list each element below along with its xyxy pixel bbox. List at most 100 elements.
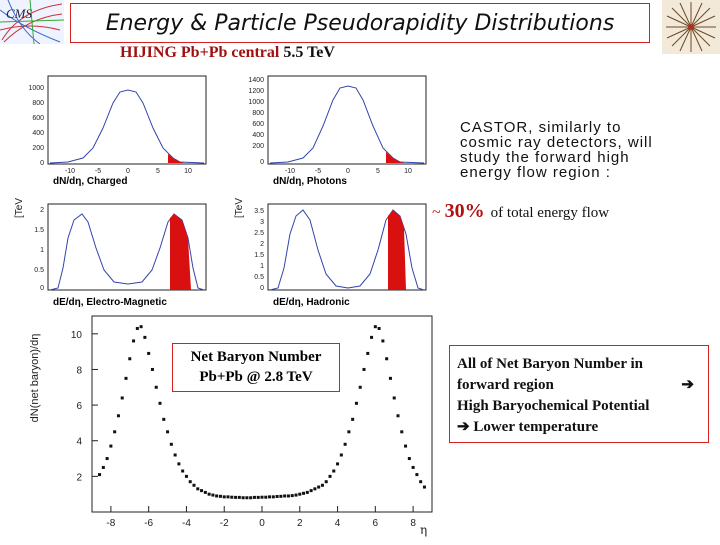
data-point xyxy=(211,493,215,497)
data-point xyxy=(358,385,362,389)
subtitle: HIJING Pb+Pb central 5.5 TeV xyxy=(120,44,335,62)
data-point xyxy=(362,367,366,371)
data-point xyxy=(298,492,302,496)
data-point xyxy=(354,401,358,405)
data-point xyxy=(222,495,226,499)
ytick: 1.5 xyxy=(254,252,264,259)
energy-fraction-prefix: ~ xyxy=(432,204,445,221)
data-point xyxy=(411,465,415,469)
ytick: 200 xyxy=(32,145,44,152)
data-point xyxy=(415,473,419,477)
data-point xyxy=(218,494,222,498)
data-point xyxy=(169,442,173,446)
y-tick-label: 6 xyxy=(76,401,82,412)
data-point xyxy=(294,493,298,497)
data-point xyxy=(215,494,219,498)
data-point xyxy=(230,495,234,499)
energy-label: 5.5 TeV xyxy=(283,44,335,61)
data-point xyxy=(245,496,249,500)
data-point xyxy=(320,483,324,487)
ytick: 1400 xyxy=(248,77,264,84)
conclusion-row: forward region ➔ xyxy=(457,375,702,396)
ytick: 800 xyxy=(252,110,264,117)
data-point xyxy=(396,414,400,418)
plot-em-energy: [TeV] 2 1.5 1 0.5 0 dE/dη, Electro-Magne… xyxy=(8,195,218,310)
plot-charged: 1000 800 600 400 200 0 -10 -5 0 5 10 dN/… xyxy=(8,68,218,188)
data-point xyxy=(234,495,238,499)
data-point xyxy=(260,495,264,499)
xtick: 0 xyxy=(346,168,350,175)
x-tick-label: -8 xyxy=(106,518,115,529)
plot-photons: 1400 1200 1000 800 600 400 200 0 -10 -5 … xyxy=(228,68,438,188)
data-point xyxy=(226,495,230,499)
cms-logo: CMS xyxy=(0,0,65,45)
data-point xyxy=(388,376,392,380)
data-point xyxy=(422,485,426,489)
data-point xyxy=(419,480,423,484)
net-baryon-system: Pb+Pb @ 2.8 TeV xyxy=(199,369,313,385)
data-point xyxy=(343,442,347,446)
data-point xyxy=(302,491,306,495)
ytick: 400 xyxy=(252,132,264,139)
data-point xyxy=(305,490,309,494)
ytick: 0 xyxy=(40,285,44,292)
castor-note: CASTOR, similarly to cosmic ray detector… xyxy=(460,120,710,180)
ytick: 2.5 xyxy=(254,230,264,237)
ytick: 1.5 xyxy=(34,227,44,234)
xtick: 0 xyxy=(126,168,130,175)
ytick: 1 xyxy=(260,263,264,270)
ytick: 3.5 xyxy=(254,208,264,215)
data-point xyxy=(241,496,245,500)
y-tick-label: 10 xyxy=(71,330,83,341)
data-point xyxy=(286,494,290,498)
data-point xyxy=(373,325,377,329)
chart-xlabel: η xyxy=(420,523,427,537)
data-point xyxy=(252,495,256,499)
ylabel: [TeV] xyxy=(14,198,25,218)
castor-note-line: energy flow region : xyxy=(460,164,611,181)
data-point xyxy=(366,351,370,355)
data-point xyxy=(128,357,132,361)
data-point xyxy=(381,339,385,343)
data-point xyxy=(105,457,109,461)
ytick: 600 xyxy=(32,115,44,122)
x-tick-label: 4 xyxy=(335,518,341,529)
data-point xyxy=(203,490,207,494)
ytick: 1200 xyxy=(248,88,264,95)
data-point xyxy=(237,495,241,499)
ylabel: [TeV] xyxy=(234,198,245,218)
ytick: 0 xyxy=(40,160,44,167)
ytick: 0.5 xyxy=(254,274,264,281)
xtick: 10 xyxy=(184,168,192,175)
data-point xyxy=(279,494,283,498)
ytick: 200 xyxy=(252,143,264,150)
ytick: 1 xyxy=(40,247,44,254)
xtick: 10 xyxy=(404,168,412,175)
data-point xyxy=(347,430,351,434)
data-point xyxy=(116,414,120,418)
conclusion-line: forward region xyxy=(457,377,554,393)
net-baryon-title: Net Baryon Number xyxy=(190,349,322,365)
data-point xyxy=(290,494,294,498)
xtick: 5 xyxy=(376,168,380,175)
plot-label: dE/dη, Electro-Magnetic xyxy=(53,297,167,308)
data-point xyxy=(249,496,253,500)
ytick: 1000 xyxy=(248,99,264,106)
ytick: 0 xyxy=(260,159,264,166)
data-point xyxy=(200,489,204,493)
conclusion-line: High Baryochemical Potential xyxy=(457,398,650,414)
data-point xyxy=(188,480,192,484)
ytick: 400 xyxy=(32,130,44,137)
xtick: -10 xyxy=(285,168,295,175)
data-point xyxy=(392,396,396,400)
x-tick-label: -6 xyxy=(144,518,153,529)
data-point xyxy=(400,430,404,434)
data-point xyxy=(120,396,124,400)
chart-ylabel: dN(net baryon)/dη xyxy=(29,334,41,423)
ytick: 2 xyxy=(260,241,264,248)
xtick: -10 xyxy=(65,168,75,175)
data-point xyxy=(147,351,151,355)
ytick: 800 xyxy=(32,100,44,107)
energy-fraction-percent: 30% xyxy=(444,200,485,222)
data-point xyxy=(162,417,166,421)
